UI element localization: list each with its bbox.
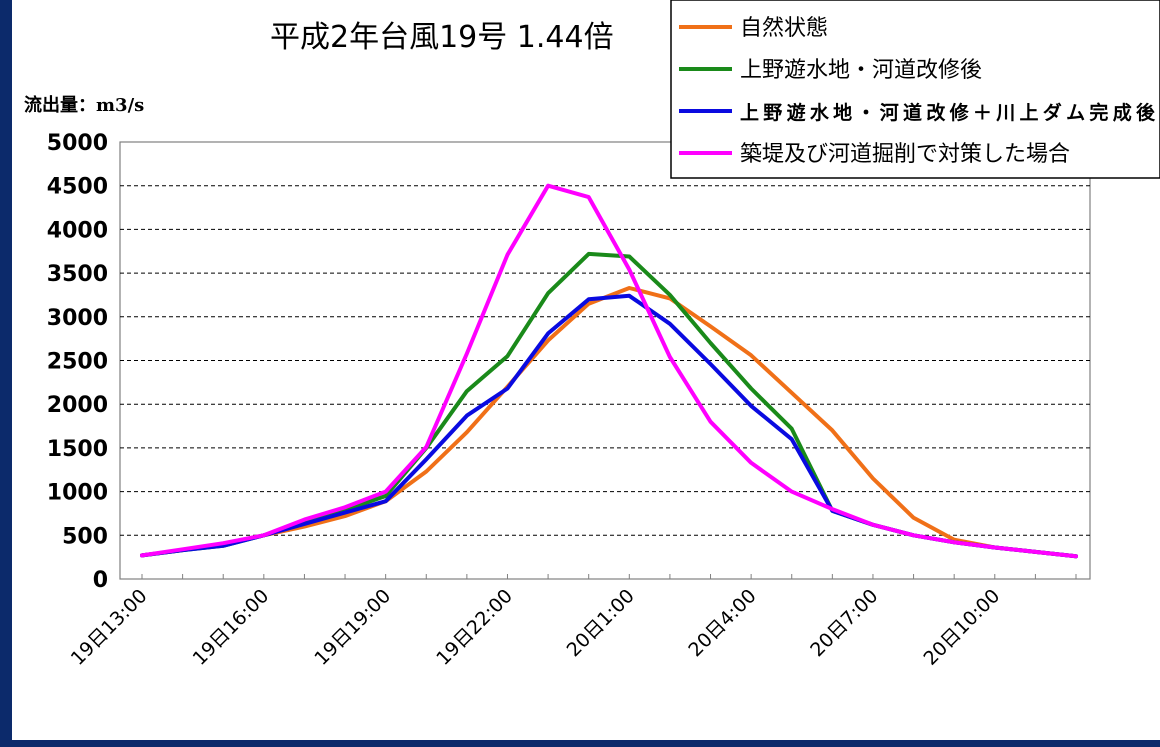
- y-tick-label: 3000: [47, 306, 108, 331]
- y-tick-label: 500: [62, 524, 108, 549]
- legend-label: 自然状態: [740, 16, 828, 41]
- y-tick-label: 1000: [47, 481, 108, 506]
- x-tick-label: 19日19:00: [310, 585, 395, 670]
- y-tick-label: 3500: [47, 262, 108, 287]
- legend-box: [670, 0, 1160, 179]
- x-tick-label: 20日10:00: [920, 585, 1005, 670]
- y-tick-label: 4500: [47, 175, 108, 200]
- x-tick-label: 20日1:00: [563, 585, 639, 661]
- y-tick-label: 0: [93, 568, 108, 593]
- series-line: [140, 286, 1078, 559]
- y-tick-labels: 0 500 1000 1500 2000 2500 3000 3500 4000 4500 5000: [47, 131, 108, 593]
- legend: 自然状態上野遊水地・河道改修後上野遊水地・河道改修＋川上ダム完成後築堤及び河道掘…: [670, 0, 1160, 179]
- series-line: [140, 183, 1078, 559]
- chart-frame: 平成2年台風19号 1.44倍 流出量：m3/s 0 500 1000 1500 200…: [12, 0, 1160, 740]
- chart-title: 平成2年台風19号 1.44倍: [270, 20, 614, 55]
- x-tick-labels: 19日13:00 19日16:00 19日19:00 19日22:00 20日1:00 2…: [67, 574, 1077, 670]
- x-tick-label: 20日7:00: [806, 585, 882, 661]
- series-line: [140, 293, 1078, 559]
- y-tick-label: 2500: [47, 350, 108, 375]
- y-tick-label: 4000: [47, 218, 108, 243]
- y-axis-label: 流出量：m3/s: [24, 94, 144, 116]
- x-tick-label: 19日16:00: [189, 585, 274, 670]
- y-tick-label: 1500: [47, 437, 108, 462]
- x-tick-label: 20日4:00: [684, 585, 760, 661]
- chart-svg: 平成2年台風19号 1.44倍 流出量：m3/s 0 500 1000 1500 200…: [24, 0, 1160, 670]
- x-tick-label: 19日22:00: [432, 585, 517, 670]
- series-lines: [140, 183, 1078, 559]
- y-tick-label: 5000: [47, 131, 108, 156]
- legend-label: 上野遊水地・河道改修後: [740, 58, 982, 83]
- gridlines: [120, 185, 1090, 536]
- legend-label: 築堤及び河道掘削で対策した場合: [740, 142, 1070, 167]
- x-tick-label: 19日13:00: [67, 585, 152, 670]
- y-tick-label: 2000: [47, 393, 108, 418]
